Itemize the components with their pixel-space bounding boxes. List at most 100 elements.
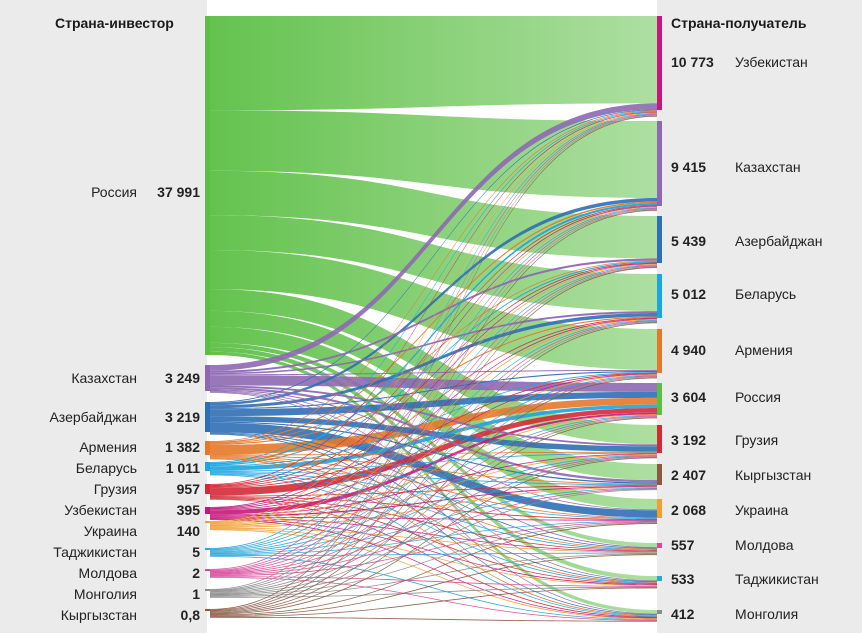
flow-6-5 <box>210 372 657 489</box>
target-name-label: Азербайджан <box>735 233 823 249</box>
flow-2-3 <box>210 258 657 373</box>
flow-11-8 <box>210 489 657 596</box>
flow-1-5 <box>210 249 657 370</box>
flow-9-10 <box>210 552 657 556</box>
flow-6-2 <box>210 205 657 486</box>
flow-4-2 <box>210 201 657 444</box>
flow-6-1 <box>210 111 657 485</box>
flow-1-7 <box>210 289 657 445</box>
flow-12-9 <box>210 523 657 616</box>
target-name-label: Казахстан <box>735 159 801 175</box>
flow-4-6 <box>210 397 657 455</box>
target-node-bar <box>657 543 662 548</box>
flow-6-4 <box>210 317 657 488</box>
flow-7-4 <box>210 318 657 510</box>
target-node-bar <box>657 216 662 263</box>
flow-12-6 <box>210 417 657 614</box>
flow-10-12 <box>210 577 657 621</box>
flow-9-2 <box>210 207 657 550</box>
source-name-label: Казахстан <box>71 370 137 386</box>
flow-5-8 <box>210 471 657 486</box>
flow-8-8 <box>210 486 657 528</box>
flow-6-9 <box>210 496 657 520</box>
source-value-label: 1 <box>192 586 200 602</box>
source-node-bar <box>205 507 210 514</box>
target-node-bar <box>657 16 662 110</box>
flow-9-9 <box>210 520 657 556</box>
flow-11-1 <box>210 115 657 590</box>
flow-10-3 <box>210 265 657 572</box>
source-value-label: 1 382 <box>164 439 200 455</box>
flow-1-3 <box>210 170 657 259</box>
flow-6-11 <box>210 498 657 585</box>
source-node-bar <box>205 589 210 591</box>
target-value-label: 4 940 <box>671 342 707 358</box>
flow-7-5 <box>210 373 657 511</box>
source-node-bar <box>205 569 210 571</box>
flow-7-9 <box>210 516 657 521</box>
target-value-label: 10 773 <box>671 54 714 70</box>
flow-3-5 <box>210 370 657 410</box>
source-name-label: Монголия <box>73 586 137 602</box>
target-value-label: 2 407 <box>671 467 707 483</box>
target-name-label: Кыргызстан <box>735 467 812 483</box>
flow-5-11 <box>210 473 657 584</box>
flow-4-9 <box>210 456 657 519</box>
flow-7-2 <box>210 205 657 508</box>
source-node-bar <box>205 16 210 355</box>
source-value-label: 395 <box>176 502 200 518</box>
target-name-label: Армения <box>735 342 793 358</box>
flow-11-5 <box>210 376 657 593</box>
target-value-label: 533 <box>671 571 695 587</box>
flow-8-2 <box>210 206 657 523</box>
source-node-bar <box>205 521 210 523</box>
flow-7-3 <box>210 263 657 509</box>
flow-4-7 <box>210 451 657 456</box>
flow-7-8 <box>210 486 657 517</box>
source-node-bar <box>205 462 210 471</box>
flow-3-2 <box>210 197 657 406</box>
target-value-label: 412 <box>671 606 695 622</box>
target-node-bar <box>657 499 662 518</box>
flow-10-1 <box>210 114 657 570</box>
flow-5-7 <box>210 452 657 472</box>
flow-11-11 <box>210 586 657 598</box>
flow-11-4 <box>210 321 657 593</box>
flow-9-1 <box>210 113 657 549</box>
flow-7-11 <box>210 518 657 586</box>
flow-2-8 <box>210 387 657 483</box>
flow-10-11 <box>210 576 657 587</box>
flow-9-6 <box>210 415 657 553</box>
flow-8-11 <box>210 528 657 586</box>
target-name-label: Молдова <box>735 537 794 553</box>
flow-2-5 <box>210 369 657 376</box>
source-value-label: 957 <box>176 481 200 497</box>
target-node-bar <box>657 121 662 206</box>
flow-10-8 <box>210 488 657 576</box>
flow-4-12 <box>210 458 657 616</box>
flow-12-12 <box>210 617 657 622</box>
flow-12-4 <box>210 322 657 613</box>
flow-12-5 <box>210 377 657 613</box>
target-value-label: 9 415 <box>671 159 707 175</box>
flow-10-4 <box>210 320 657 573</box>
target-value-label: 557 <box>671 537 695 553</box>
flow-5-10 <box>210 472 657 551</box>
flow-9-8 <box>210 487 657 555</box>
flow-2-1 <box>210 103 657 371</box>
source-name-label: Армения <box>79 439 137 455</box>
source-name-label: Кыргызстан <box>60 607 137 623</box>
source-value-label: 5 <box>192 544 200 560</box>
flow-11-9 <box>210 522 657 597</box>
source-value-label: 0,8 <box>180 607 200 623</box>
flow-8-7 <box>210 454 657 527</box>
target-value-label: 3 604 <box>671 389 707 405</box>
source-name-label: Таджикистан <box>53 544 137 560</box>
flow-9-5 <box>210 375 657 552</box>
source-node-bar <box>205 402 210 432</box>
flow-12-2 <box>210 209 657 611</box>
flow-8-3 <box>210 264 657 524</box>
flow-4-4 <box>210 316 657 445</box>
target-node-bar <box>657 274 662 318</box>
source-value-label: 2 <box>192 565 200 581</box>
